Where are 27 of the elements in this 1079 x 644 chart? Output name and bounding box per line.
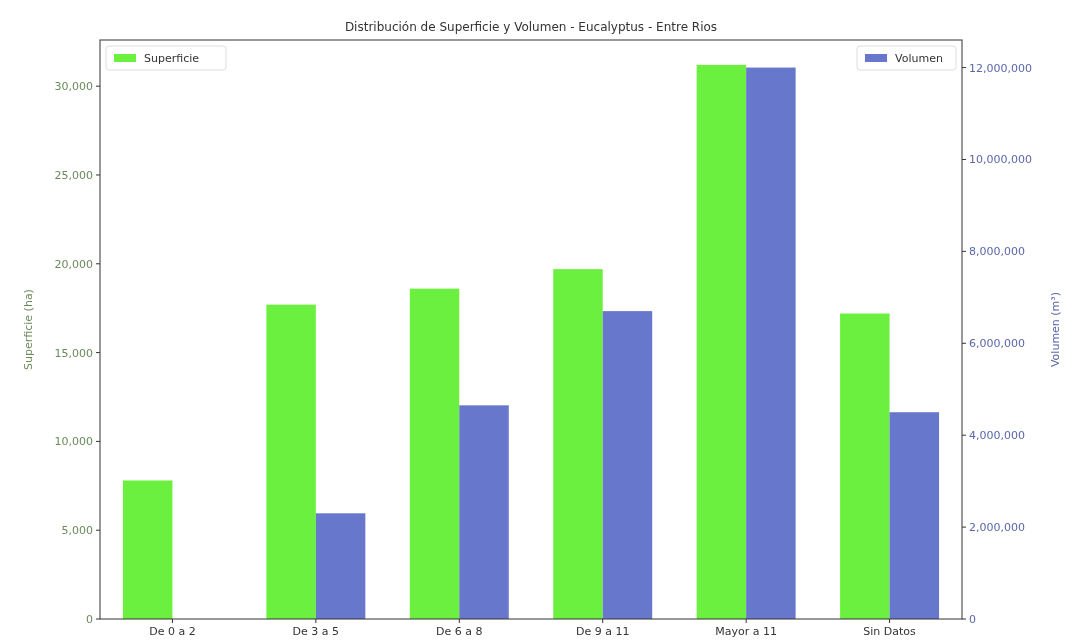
- y2-tick-label: 2,000,000: [969, 521, 1025, 535]
- y-tick-label: 20,000: [54, 257, 93, 271]
- y2-tick-label: 4,000,000: [969, 429, 1025, 443]
- y2-tick-label: 8,000,000: [969, 245, 1025, 259]
- x-tick-label: Mayor a 11: [715, 625, 778, 638]
- y2-tick-label: 6,000,000: [969, 337, 1025, 351]
- y-tick-label: 0: [86, 613, 93, 626]
- y2-tick-label: 10,000,000: [969, 153, 1032, 167]
- y-axis-title: Superficie (ha): [22, 289, 35, 370]
- x-tick-label: Sin Datos: [863, 625, 917, 638]
- chart-title: Distribución de Superficie y Volumen - Eucalyptus - Entre Rios: [344, 20, 718, 34]
- x-tick-label: De 6 a 8: [436, 625, 483, 638]
- y-tick-label: 15,000: [54, 346, 93, 360]
- y-tick-label: 25,000: [54, 168, 93, 182]
- y2-tick-label: 12,000,000: [969, 61, 1032, 75]
- x-tick-label: De 3 a 5: [292, 625, 340, 638]
- x-tick-label: De 0 a 2: [149, 625, 196, 638]
- y-tick-label: 30,000: [54, 80, 93, 94]
- bar: [122, 480, 173, 619]
- y2-tick-label: 0: [969, 613, 976, 626]
- bar: [266, 304, 316, 619]
- y2-axis-title: Volumen (m³): [1049, 291, 1062, 368]
- legend-label: Superficie: [144, 52, 200, 65]
- x-tick-label: De 9 a 11: [575, 625, 630, 638]
- y-tick-label: 10,000: [54, 435, 93, 449]
- legend-label: Volumen: [895, 52, 943, 65]
- y-tick-label: 5,000: [61, 524, 93, 538]
